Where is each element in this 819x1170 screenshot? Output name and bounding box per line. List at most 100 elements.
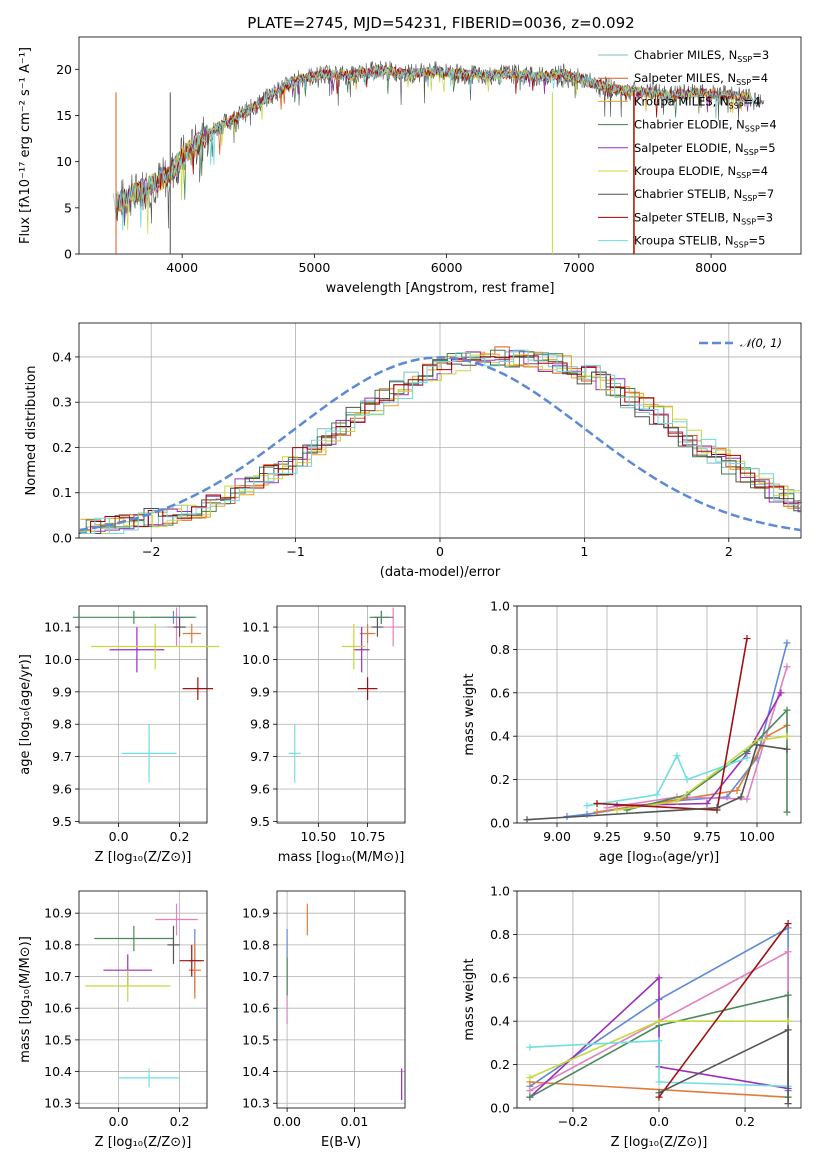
y-tick-label: 10 — [56, 154, 72, 169]
y-tick-label: 10.0 — [242, 652, 270, 667]
weight-point — [743, 754, 751, 762]
weight-point — [526, 1043, 534, 1051]
weight-point — [713, 804, 721, 812]
y-tick-label: 0.0 — [490, 816, 510, 831]
weight-point — [783, 639, 791, 647]
x-axis-label: Z [log₁₀(Z/Z⊙)] — [95, 850, 192, 865]
axes-frame — [78, 605, 208, 824]
weight-point — [784, 920, 792, 928]
y-tick-label: 0.4 — [490, 729, 510, 744]
y-axis-label: Flux [fλ10⁻¹⁷ erg cm⁻² s⁻¹ A⁻¹] — [18, 47, 33, 244]
legend-label: Salpeter MILES, NSSP=4 — [634, 71, 768, 87]
weight-line — [616, 692, 782, 807]
x-axis-label: Z [log₁₀(Z/Z⊙)] — [611, 1135, 708, 1150]
x-tick-label: 0.0 — [109, 829, 129, 844]
x-tick-label: 4000 — [166, 260, 198, 275]
legend-label-sub: SSP — [737, 55, 752, 64]
x-axis-label: (data-model)/error — [380, 565, 501, 580]
weight-point — [737, 793, 745, 801]
y-tick-label: 0.6 — [490, 685, 510, 700]
x-tick-label: 0.0 — [109, 1114, 129, 1129]
y-tick-label: 0.4 — [52, 349, 72, 364]
y-tick-label: 9.5 — [52, 814, 72, 829]
histogram-step — [80, 351, 801, 526]
axes-frame — [516, 605, 802, 824]
y-tick-label: 0 — [64, 247, 72, 262]
x-tick-label: 7000 — [563, 260, 595, 275]
histogram-step — [79, 355, 801, 534]
panel-mass-vs-ebv: 0.00 0.01 10.3 10.4 10.5 10.6 10.7 10.8 10.9 E(B-… — [242, 890, 406, 1150]
weight-point — [623, 806, 631, 814]
weight-line — [596, 638, 748, 811]
legend-label: Salpeter STELIB, NSSP=3 — [634, 210, 773, 226]
y-tick-label: 0.2 — [490, 772, 510, 787]
y-tick-label: 20 — [56, 62, 72, 77]
legend-label-name: Chabrier MILES, N — [634, 48, 737, 62]
weight-point — [733, 786, 741, 794]
weight-point — [526, 1074, 534, 1082]
x-tick-label: 2 — [725, 544, 733, 559]
y-axis-label: mass [log₁₀(M/M⊙)] — [18, 936, 33, 1063]
y-tick-label: 9.6 — [52, 781, 72, 796]
weight-point — [783, 745, 791, 753]
weight-point — [655, 1089, 663, 1097]
axes-frame — [78, 322, 802, 539]
x-tick-label: −1 — [286, 544, 304, 559]
y-tick-label: 0.6 — [490, 970, 510, 985]
weight-point — [784, 1100, 792, 1108]
x-tick-label: 1 — [580, 544, 588, 559]
weight-point — [743, 795, 751, 803]
weight-point — [683, 776, 691, 784]
y-axis-label: Normed distribution — [24, 366, 39, 496]
y-tick-label: 10.7 — [242, 969, 270, 984]
x-axis-label: mass [log₁₀(M/M⊙)] — [278, 850, 405, 865]
histogram-step — [79, 353, 801, 534]
legend-label-name: Salpeter ELODIE, N — [634, 141, 744, 155]
y-tick-label: 9.8 — [52, 717, 72, 732]
x-tick-label: 9.25 — [593, 829, 621, 844]
y-tick-label: 0.1 — [52, 485, 72, 500]
y-tick-label: 10.6 — [44, 1001, 72, 1016]
y-axis-label: mass weight — [462, 958, 477, 1040]
weight-point — [655, 1078, 663, 1086]
y-tick-label: 10.0 — [44, 652, 72, 667]
y-tick-label: 10.5 — [242, 1032, 270, 1047]
y-tick-label: 15 — [56, 108, 72, 123]
y-tick-label: 10.7 — [44, 969, 72, 984]
legend-label-suffix: =4 — [744, 94, 761, 108]
axes-frame — [78, 36, 802, 255]
legend-label: Salpeter ELODIE, NSSP=5 — [634, 141, 776, 157]
weight-point — [613, 806, 621, 814]
x-tick-label: 9.00 — [543, 829, 571, 844]
y-tick-label: 10.5 — [44, 1032, 72, 1047]
y-tick-label: 1.0 — [490, 599, 510, 614]
panel-weight-vs-z: −0.2 0.0 0.2 0.0 0.2 0.4 0.6 0.8 1.0 Z [log₁₀(Z/Z… — [462, 884, 802, 1150]
y-tick-label: 10.1 — [44, 620, 72, 635]
y-tick-label: 0.2 — [490, 1057, 510, 1072]
y-tick-label: 1.0 — [490, 884, 510, 899]
weight-point — [593, 808, 601, 816]
legend-label-sub: SSP — [734, 241, 749, 250]
weight-point — [526, 1093, 534, 1101]
legend-label-sub: SSP — [729, 101, 744, 110]
weight-point — [703, 799, 711, 807]
legend-label: Chabrier ELODIE, NSSP=4 — [634, 118, 777, 134]
panel-residuals: −2 −1 0 1 2 0.0 0.1 0.2 0.3 0.4 (data-model)/error… — [24, 322, 802, 580]
y-tick-label: 10.6 — [242, 1001, 270, 1016]
weight-point — [753, 741, 761, 749]
weight-point — [783, 706, 791, 714]
y-tick-label: 9.8 — [250, 717, 270, 732]
legend-label-sub: SSP — [736, 171, 751, 180]
weight-point — [784, 1017, 792, 1025]
legend-label-suffix: =3 — [756, 210, 773, 224]
y-tick-label: 0.0 — [52, 531, 72, 546]
weight-point — [583, 802, 591, 810]
x-axis-label: Z [log₁₀(Z/Z⊙)] — [95, 1135, 192, 1150]
x-tick-label: 8000 — [695, 260, 727, 275]
legend-label-suffix: =7 — [757, 187, 774, 201]
x-axis-label: E(B-V) — [321, 1135, 361, 1150]
figure-title: PLATE=2745, MJD=54231, FIBERID=0036, z=0… — [247, 14, 634, 32]
y-tick-label: 10.4 — [242, 1064, 270, 1079]
axes-frame — [276, 890, 406, 1109]
